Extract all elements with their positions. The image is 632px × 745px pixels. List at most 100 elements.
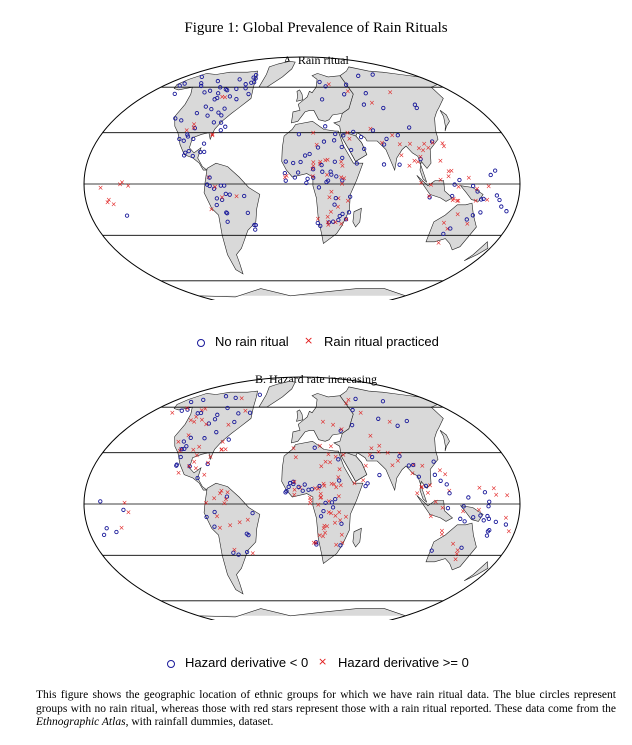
rain-ritual-marker: × — [473, 197, 479, 205]
no-rain-ritual-marker — [202, 436, 207, 441]
no-rain-ritual-marker — [186, 148, 191, 154]
rain-ritual-marker: × — [223, 496, 229, 504]
no-rain-ritual-marker — [338, 543, 343, 548]
rain-ritual-marker: × — [321, 524, 327, 532]
no-rain-ritual-marker — [219, 113, 224, 118]
no-rain-ritual-marker — [245, 210, 250, 216]
no-rain-ritual-marker — [121, 507, 126, 513]
rain-ritual-marker: × — [117, 180, 123, 188]
rain-ritual-marker: × — [212, 183, 218, 191]
rain-ritual-marker: × — [336, 195, 342, 203]
rain-ritual-marker: × — [125, 182, 131, 190]
rain-ritual-marker: × — [410, 470, 416, 478]
rain-ritual-marker: × — [486, 182, 492, 190]
no-rain-ritual-marker — [302, 153, 308, 158]
rain-ritual-marker: × — [317, 532, 323, 540]
no-rain-ritual-marker — [234, 97, 239, 102]
rain-ritual-marker: × — [363, 462, 369, 470]
no-rain-ritual-marker — [114, 529, 119, 535]
rain-ritual-marker: × — [341, 174, 347, 182]
no-rain-ritual-marker — [452, 182, 457, 187]
no-rain-ritual-marker — [291, 479, 296, 484]
no-rain-ritual-marker — [198, 149, 203, 155]
rain-ritual-marker: × — [335, 473, 341, 481]
rain-ritual-marker: × — [219, 446, 225, 454]
rain-ritual-marker: × — [476, 506, 482, 514]
no-rain-ritual-marker — [223, 124, 228, 129]
rain-ritual-marker: × — [292, 486, 298, 494]
no-rain-ritual-marker — [295, 170, 301, 175]
rain-ritual-marker: × — [318, 494, 324, 502]
rain-ritual-marker: × — [317, 442, 323, 450]
rain-ritual-marker: × — [98, 184, 104, 192]
no-rain-ritual-marker — [242, 193, 247, 199]
no-rain-ritual-marker — [350, 407, 355, 413]
no-rain-ritual-marker — [214, 202, 219, 208]
no-rain-ritual-marker — [369, 454, 375, 460]
no-rain-ritual-marker — [292, 175, 298, 180]
no-rain-ritual-marker — [214, 196, 220, 201]
rain-ritual-marker: × — [326, 497, 332, 505]
rain-ritual-marker: × — [411, 157, 417, 165]
rain-ritual-marker: × — [315, 215, 321, 223]
rain-ritual-marker: × — [476, 484, 482, 492]
rain-ritual-marker: × — [206, 173, 212, 181]
rain-ritual-marker: × — [291, 491, 297, 499]
no-rain-ritual-marker — [321, 509, 326, 514]
no-rain-ritual-marker — [481, 196, 486, 202]
no-rain-ritual-marker — [464, 217, 469, 222]
no-rain-ritual-marker — [177, 83, 182, 88]
landmass-north-america — [173, 390, 258, 491]
legend-a-no-ritual: No rain ritual — [195, 334, 289, 349]
no-rain-ritual-marker — [247, 410, 253, 415]
rain-ritual-marker: × — [419, 462, 425, 470]
rain-ritual-marker: × — [376, 448, 382, 456]
no-rain-ritual-marker — [182, 446, 187, 451]
rain-ritual-marker: × — [190, 446, 196, 454]
rain-ritual-marker: × — [438, 157, 444, 165]
rain-ritual-marker: × — [234, 193, 240, 201]
rain-ritual-marker: × — [343, 513, 349, 521]
rain-ritual-marker: × — [506, 528, 512, 536]
no-rain-ritual-marker — [305, 176, 310, 181]
no-rain-ritual-marker — [329, 500, 335, 505]
no-rain-ritual-marker — [485, 513, 490, 519]
no-rain-ritual-marker — [397, 454, 402, 459]
no-rain-ritual-marker — [333, 496, 338, 502]
rain-ritual-marker: × — [360, 477, 366, 485]
rain-ritual-marker: × — [345, 396, 351, 404]
circle-marker-icon — [195, 337, 207, 349]
rain-ritual-marker: × — [307, 500, 313, 508]
no-rain-ritual-marker — [233, 395, 238, 401]
panel-a-land — [173, 60, 489, 298]
no-rain-ritual-marker — [363, 483, 368, 489]
no-rain-ritual-marker — [342, 92, 347, 97]
no-rain-ritual-marker — [191, 136, 196, 142]
rain-ritual-marker: × — [177, 447, 183, 455]
no-rain-ritual-marker — [365, 481, 370, 486]
rain-ritual-marker: × — [322, 156, 328, 164]
no-rain-ritual-marker — [206, 421, 212, 426]
no-rain-ritual-marker — [315, 145, 321, 150]
rain-ritual-marker: × — [455, 547, 461, 555]
no-rain-ritual-marker — [337, 478, 342, 483]
rain-ritual-marker: × — [446, 173, 452, 181]
rain-ritual-marker: × — [217, 524, 223, 532]
rain-ritual-marker: × — [333, 453, 339, 461]
rain-ritual-marker: × — [184, 127, 190, 135]
no-rain-ritual-marker — [370, 128, 376, 133]
no-rain-ritual-marker — [309, 487, 315, 492]
legend-b-negative: Hazard derivative < 0 — [165, 655, 308, 670]
no-rain-ritual-marker — [503, 522, 509, 527]
rain-ritual-marker: × — [464, 220, 470, 228]
rain-ritual-marker: × — [325, 156, 331, 164]
rain-ritual-marker: × — [323, 458, 329, 466]
no-rain-ritual-marker — [361, 102, 367, 107]
landmass-madagascar — [352, 207, 362, 228]
landmass-new-zealand — [464, 561, 489, 581]
rain-ritual-marker: × — [493, 491, 499, 499]
no-rain-ritual-marker — [216, 91, 221, 96]
no-rain-ritual-marker — [461, 504, 466, 509]
rain-ritual-marker: × — [191, 458, 197, 466]
rain-ritual-marker: × — [339, 162, 345, 170]
